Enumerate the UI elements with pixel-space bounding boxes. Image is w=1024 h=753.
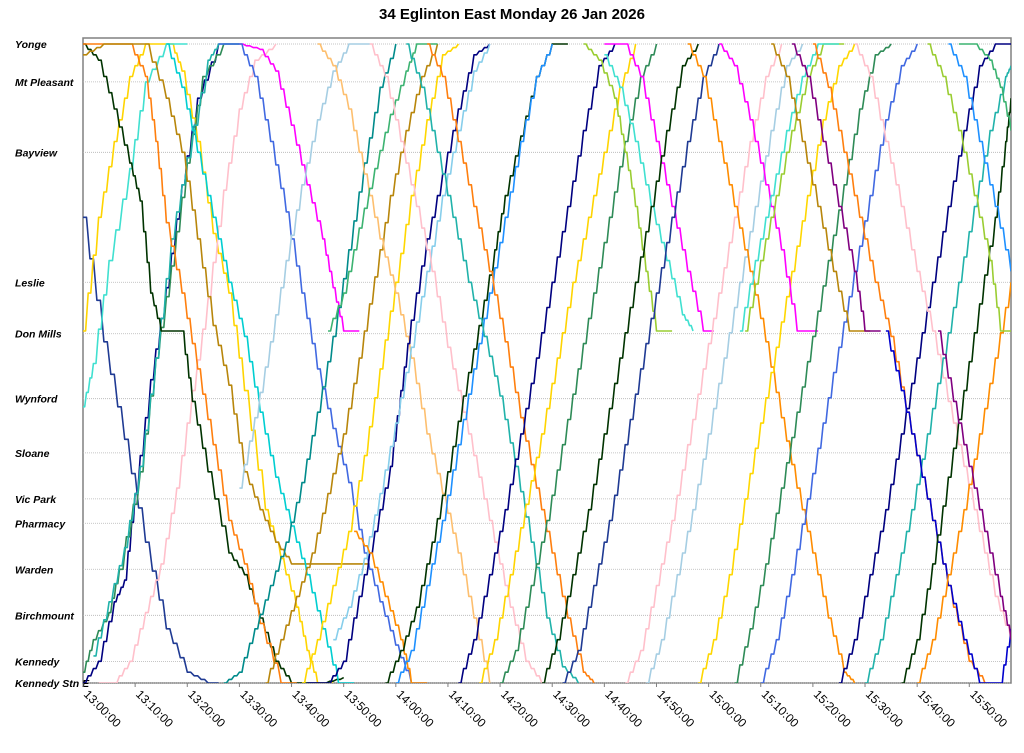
trip-line	[333, 43, 491, 641]
trip-line	[719, 43, 819, 332]
trip-line	[166, 43, 355, 683]
x-tick-label: 15:00:00	[706, 687, 749, 730]
trip-line	[317, 43, 491, 683]
trip-line	[562, 43, 720, 683]
x-tick-label: 15:50:00	[967, 687, 1010, 730]
trip-line	[406, 43, 580, 683]
trip-line	[838, 43, 1011, 683]
trip-line	[395, 43, 553, 683]
trip-line	[771, 43, 871, 332]
trip-line	[541, 43, 699, 683]
stop-label: Warden	[15, 564, 53, 576]
trip-line	[938, 330, 1011, 640]
stop-label: Sloane	[15, 448, 50, 460]
trip-line	[83, 43, 188, 408]
trip-line	[223, 43, 397, 683]
stop-label: Kennedy	[15, 656, 61, 668]
x-tick-label: 14:40:00	[602, 687, 645, 730]
trip-line	[812, 43, 986, 683]
stop-label: Wynford	[15, 394, 58, 406]
x-tick-label: 15:40:00	[915, 687, 958, 730]
trip-line	[301, 43, 460, 683]
stop-gridlines	[83, 43, 1011, 684]
x-tick-label: 13:50:00	[342, 687, 385, 730]
trip-line	[83, 43, 370, 565]
trip-line	[458, 43, 616, 683]
trip-line	[369, 43, 543, 683]
trip-line	[265, 43, 439, 683]
trip-line	[948, 43, 1011, 272]
trip-line	[239, 43, 370, 489]
stop-label: Bayview	[15, 147, 58, 159]
chart-title: 34 Eglinton East Monday 26 Jan 2026	[379, 6, 645, 23]
x-tick-label: 15:30:00	[863, 687, 906, 730]
trip-line	[93, 43, 240, 657]
trip-line	[604, 43, 714, 332]
x-tick-label: 13:00:00	[81, 687, 124, 730]
stop-label: Leslie	[15, 277, 45, 289]
trip-lines	[83, 43, 1011, 683]
trip-line	[218, 43, 428, 683]
trip-line	[479, 43, 637, 683]
trip-line	[307, 43, 491, 683]
x-tick-label: 14:30:00	[550, 687, 593, 730]
stop-labels: Yonge Mt Pleasant Bayview Leslie Don Mills Wy…	[15, 39, 90, 690]
x-tick-label: 14:50:00	[654, 687, 697, 730]
stop-label: Mt Pleasant	[15, 77, 74, 89]
x-tick-labels: 13:00:00 13:10:00 13:20:00 13:30:00 13:40:00…	[81, 683, 1010, 730]
trip-line	[239, 43, 360, 332]
trip-line	[917, 282, 1011, 683]
trip-line	[427, 43, 595, 683]
trip-line	[792, 43, 881, 332]
trip-line	[734, 43, 892, 683]
x-tick-label: 14:00:00	[394, 687, 437, 730]
stop-label: Don Mills	[15, 329, 62, 341]
stop-label: Kennedy Stn E	[15, 678, 90, 690]
trip-line	[927, 43, 1011, 332]
trip-line	[760, 43, 918, 683]
trip-line	[865, 65, 1011, 683]
stop-label: Vic Park	[15, 494, 57, 506]
stop-label: Yonge	[15, 39, 47, 51]
x-tick-label: 13:10:00	[133, 687, 176, 730]
trip-line	[901, 98, 1011, 683]
stop-label: Pharmacy	[15, 518, 66, 530]
x-tick-label: 14:20:00	[498, 687, 541, 730]
trip-line	[958, 43, 1011, 131]
trip-line	[854, 43, 1011, 640]
stop-label: Birchmount	[15, 610, 74, 622]
trip-line	[625, 43, 783, 683]
x-tick-label: 14:10:00	[446, 687, 489, 730]
trip-line	[698, 43, 856, 683]
trip-line	[687, 43, 856, 683]
x-tick-label: 15:10:00	[759, 687, 802, 730]
trip-line	[83, 43, 345, 683]
trip-line	[646, 43, 804, 683]
x-tick-label: 15:20:00	[811, 687, 854, 730]
trip-line	[98, 43, 277, 683]
trip-line	[885, 330, 1011, 683]
trip-line	[739, 43, 839, 332]
trip-line	[83, 43, 240, 673]
trip-line	[83, 43, 334, 683]
trip-line	[328, 43, 438, 332]
x-tick-label: 13:30:00	[237, 687, 280, 730]
x-tick-label: 13:40:00	[289, 687, 332, 730]
trip-line	[354, 530, 428, 683]
plot-frame	[82, 37, 1012, 684]
trip-line	[83, 216, 219, 683]
x-tick-label: 13:20:00	[185, 687, 228, 730]
